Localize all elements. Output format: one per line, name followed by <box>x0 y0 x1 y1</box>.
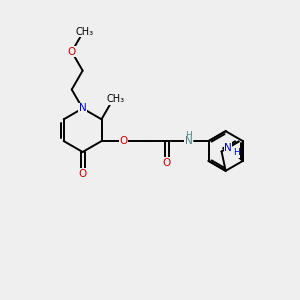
Text: CH₃: CH₃ <box>106 94 124 104</box>
Text: N: N <box>185 136 193 146</box>
Text: O: O <box>119 136 128 146</box>
Text: N: N <box>79 103 86 113</box>
Text: O: O <box>68 47 76 57</box>
Text: H: H <box>185 130 192 140</box>
Text: O: O <box>163 158 171 168</box>
Text: O: O <box>79 169 87 179</box>
Text: H: H <box>233 148 239 157</box>
Text: CH₃: CH₃ <box>76 27 94 37</box>
Text: N: N <box>224 142 232 153</box>
